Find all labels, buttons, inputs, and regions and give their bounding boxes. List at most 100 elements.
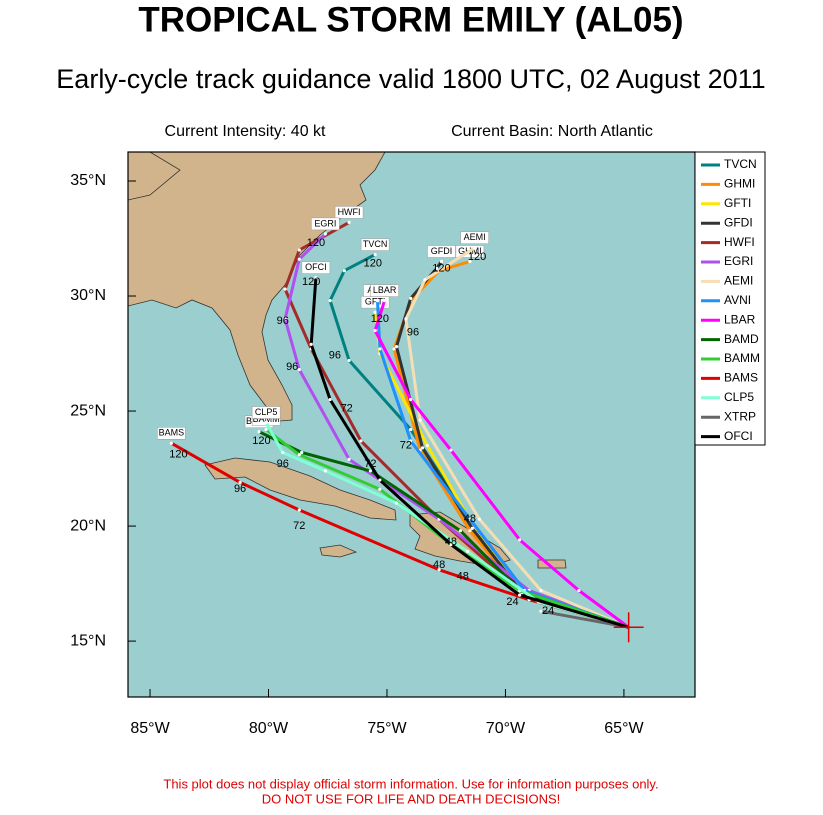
track-point [238,480,242,484]
legend-label: HWFI [724,235,755,249]
track-name: HWFI [338,207,361,217]
track-point [409,439,413,443]
track-point [347,457,351,461]
track-point [257,430,261,434]
legend-label: EGRI [724,254,753,268]
hour-label: 48 [464,513,476,525]
hour-label: 96 [277,315,289,327]
track-point [169,441,173,445]
track-point [323,469,327,473]
legend-label: AEMI [724,274,753,288]
track-name-box [311,217,340,231]
track-point [409,427,413,432]
track-point [518,538,522,542]
track-point [439,259,444,264]
track-point [392,347,396,351]
x-tick-label: 70°W [486,720,526,737]
x-tick-label: 80°W [249,720,289,737]
track-name: OFCI [305,262,327,272]
hour-label: 48 [457,571,469,583]
hour-label: 120 [302,276,320,288]
hour-label: 24 [542,605,554,617]
track-point [283,317,287,321]
track-name-box [301,261,331,274]
track-point [449,542,453,547]
track-name: GFTI [365,296,386,306]
track-point [283,287,287,291]
track-point [418,418,422,422]
track-point [458,529,463,533]
legend [694,151,766,446]
y-tick-label: 20°N [70,517,106,534]
track-point [264,427,268,432]
track-name-box [370,284,399,297]
track-point [368,469,372,473]
hour-label: 48 [433,559,445,571]
intensity-label: Current Intensity: 40 kt [165,123,327,140]
track-point [378,478,382,482]
cuba [204,457,397,521]
hour-label: 72 [400,439,412,451]
y-tick-label: 25°N [70,402,106,419]
track-name-box [334,206,364,219]
track-point [297,453,301,457]
track-point [378,487,382,491]
track-point [404,317,408,321]
hour-label: 96 [286,361,298,373]
chart-title: TROPICAL STORM EMILY (AL05) [138,0,683,39]
x-tick-label: 65°W [604,720,644,737]
legend-label: AVNI [724,293,751,307]
track-point [383,299,387,303]
hour-label: 96 [407,327,419,339]
track-point [373,310,377,314]
y-tick-label: 35°N [70,172,106,189]
jamaica [319,544,358,558]
hour-label: 120 [371,313,389,325]
track-point [468,517,472,521]
track-point [328,397,332,402]
track-name-box [251,406,281,419]
track-point [375,299,380,303]
track-point [394,345,399,349]
interior [128,152,181,201]
track-point [435,266,439,271]
track-point [309,342,313,346]
track-point [468,259,472,264]
track-point [342,269,346,273]
track-point [378,347,382,351]
hour-label: 72 [364,458,376,470]
track-point [373,328,377,333]
disclaimer: DO NOT USE FOR LIFE AND DEATH DECISIONS! [262,791,561,806]
x-tick-label: 85°W [130,720,170,737]
hour-label: 72 [293,520,305,532]
legend-label: BAMD [724,332,759,346]
track-point [423,278,427,282]
track-point [300,450,304,455]
track-point [297,508,301,512]
track-name-box [157,426,186,440]
track-name: CLP5 [255,407,278,417]
hour-label: 120 [252,435,270,447]
track-point [449,448,453,452]
track-point [409,397,413,402]
hour-label: 120 [364,258,382,270]
track-name: GFDI [431,246,453,256]
disclaimer: This plot does not display official stor… [163,776,658,791]
track-point [297,368,301,372]
legend-label: LBAR [724,312,756,326]
legend-label: GFTI [724,196,751,210]
track-name: AEMI [464,232,486,242]
track-point [281,450,285,455]
track-name-box [360,238,390,251]
hour-label: 24 [506,596,518,608]
y-tick-label: 30°N [70,287,106,304]
legend-label: GHMI [724,177,755,191]
track-point [470,526,474,530]
track-point [420,446,425,450]
hour-label: 48 [445,536,457,548]
legend-label: OFCI [724,429,753,443]
track-name: TVCN [363,239,388,249]
track-point [394,501,399,505]
hour-label: 120 [307,237,325,249]
